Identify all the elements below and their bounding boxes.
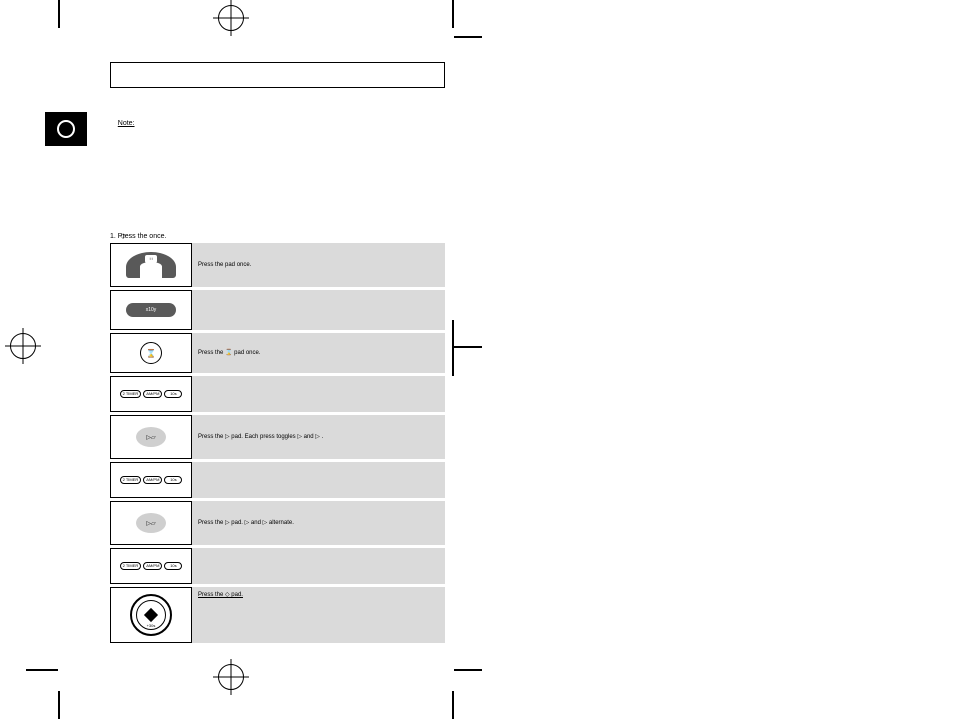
registration-mark-left: [10, 333, 36, 359]
crop-mid-right-v: [452, 320, 454, 376]
desc-cell: Press the ▷ pad. Each press toggles ▷ an…: [192, 415, 445, 459]
icon-cell-more-less: ▷▱: [110, 415, 192, 459]
icon-cell-x10y: x10y: [110, 290, 192, 330]
arc-people-icon: ↕↕: [126, 252, 176, 278]
instruction-row: ⌛ Press the ⌛ pad once.: [110, 333, 445, 373]
page-number-badge: [45, 112, 87, 146]
desc-cell: Press the pad once.: [192, 243, 445, 287]
three-pads-icon: 2 TIMER AM/PM 10s: [120, 476, 183, 484]
instruction-row: 2 TIMER AM/PM 10s: [110, 462, 445, 498]
pad-timer: 2 TIMER: [120, 562, 142, 570]
desc-text: Press the ▷ pad. Each press toggles ▷ an…: [198, 433, 323, 441]
crop-mark-tl-v: [58, 0, 60, 28]
instruction-row: x10y: [110, 290, 445, 330]
desc-prefix: Press the ◇ pad.: [198, 591, 243, 599]
pad-10s: 10s: [164, 562, 182, 570]
icon-cell-timer: ⌛: [110, 333, 192, 373]
diamond-glyph: [144, 608, 158, 622]
page-content: Note: 1. Press the once. ◇ ↕↕ Press the …: [110, 62, 445, 646]
pad-10s: 10s: [164, 476, 182, 484]
desc-cell: Press the ⌛ pad once.: [192, 333, 445, 373]
desc-cell: [192, 290, 445, 330]
pad-ampm: AM/PM: [143, 562, 162, 570]
intro-note: Note:: [110, 108, 445, 150]
crop-mid-right-h: [454, 346, 482, 348]
instruction-row: ▷▱ Press the ▷ pad. Each press toggles ▷…: [110, 415, 445, 459]
crop-mark-bl-h: [26, 669, 58, 671]
note-label: Note:: [118, 120, 135, 127]
diamond-icon: ◇: [120, 232, 125, 240]
icon-cell-three-pads: 2 TIMER AM/PM 10s: [110, 548, 192, 584]
desc-cell: [192, 548, 445, 584]
instruction-row: 2 TIMER AM/PM 10s: [110, 376, 445, 412]
desc-text: Press the ⌛ pad once.: [198, 349, 261, 357]
instruction-row: ▷▱ Press the ▷ pad. ▷ and ▷ alternate.: [110, 501, 445, 545]
instruction-row: 2 TIMER AM/PM 10s: [110, 548, 445, 584]
crop-mark-bc-h: [454, 669, 482, 671]
three-pads-icon: 2 TIMER AM/PM 10s: [120, 390, 183, 398]
instruction-row-start: +30s Press the ◇ pad.: [110, 587, 445, 643]
registration-mark-bottom: [218, 664, 244, 690]
desc-cell: Press the ◇ pad.: [192, 587, 445, 643]
icon-cell-three-pads: 2 TIMER AM/PM 10s: [110, 376, 192, 412]
desc-text: Press the pad once.: [198, 261, 251, 269]
instruction-row: ↕↕ Press the pad once.: [110, 243, 445, 287]
three-pads-icon: 2 TIMER AM/PM 10s: [120, 562, 183, 570]
desc-cell: [192, 376, 445, 412]
more-less-icon: ▷▱: [136, 427, 166, 447]
step-1-header: 1. Press the once. ◇: [110, 232, 445, 240]
icon-cell-more-less: ▷▱: [110, 501, 192, 545]
icon-cell-start: +30s: [110, 587, 192, 643]
pad-ampm: AM/PM: [143, 476, 162, 484]
crop-mark-tc-h: [454, 36, 482, 38]
start-dial-icon: +30s: [130, 594, 172, 636]
step-1-text: 1. Press the once.: [110, 233, 166, 240]
pad-timer: 2 TIMER: [120, 476, 142, 484]
hourglass-icon: ⌛: [140, 342, 162, 364]
pad-10s: 10s: [164, 390, 182, 398]
crop-mark-tc-v: [452, 0, 454, 28]
pad-ampm: AM/PM: [143, 390, 162, 398]
crop-mark-bc-v: [452, 691, 454, 719]
icon-cell-arc-people: ↕↕: [110, 243, 192, 287]
x10y-icon: x10y: [126, 303, 176, 317]
desc-text: Press the ▷ pad. ▷ and ▷ alternate.: [198, 519, 294, 527]
pad-timer: 2 TIMER: [120, 390, 142, 398]
intro-spacer: [110, 156, 445, 224]
crop-mark-bl-v: [58, 691, 60, 719]
more-less-icon: ▷▱: [136, 513, 166, 533]
circle-icon: [57, 120, 75, 138]
desc-cell: [192, 462, 445, 498]
registration-mark-top: [218, 5, 244, 31]
icon-cell-three-pads: 2 TIMER AM/PM 10s: [110, 462, 192, 498]
desc-cell: Press the ▷ pad. ▷ and ▷ alternate.: [192, 501, 445, 545]
title-box: [110, 62, 445, 88]
start-subtext: +30s: [132, 623, 170, 628]
people-glyph: ↕↕: [145, 255, 157, 263]
